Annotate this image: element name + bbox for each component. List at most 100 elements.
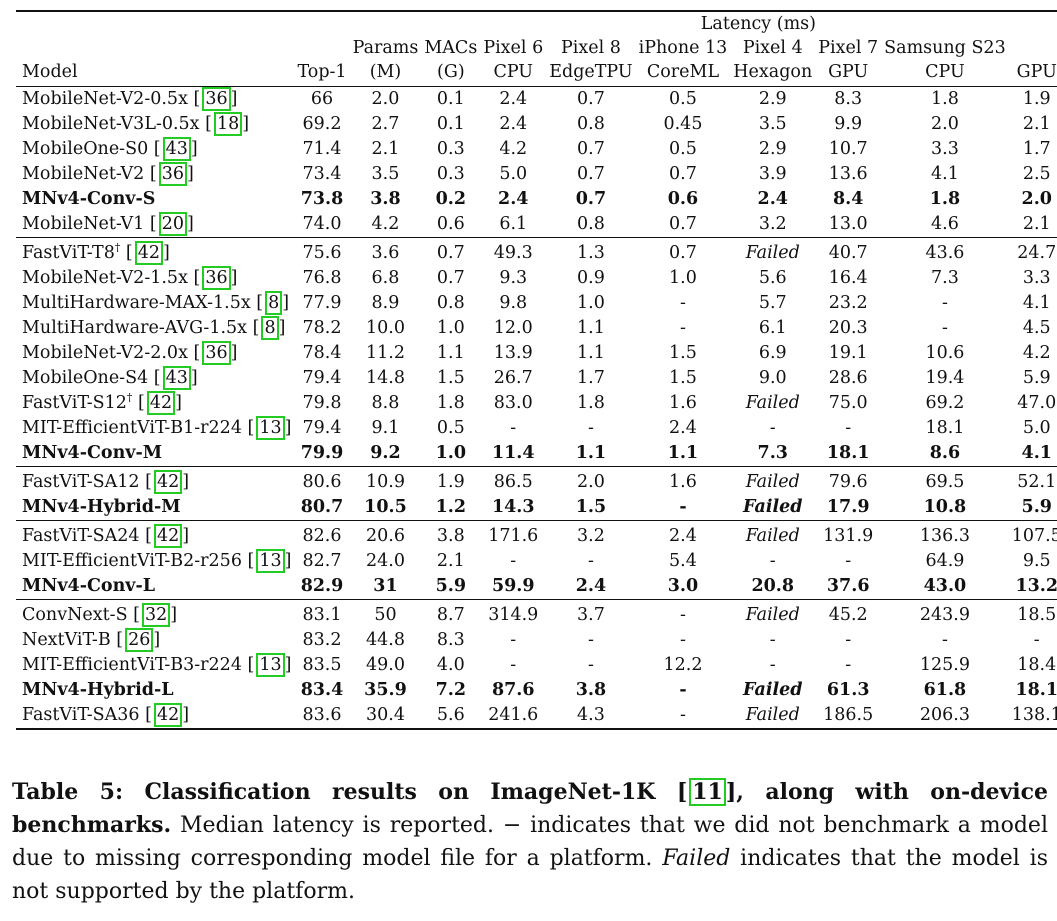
citation-link[interactable]: 36 bbox=[202, 341, 231, 365]
citation-link[interactable]: 32 bbox=[141, 603, 171, 627]
value-cell: 1.8 bbox=[931, 89, 959, 109]
value-cell: 3.8 bbox=[575, 680, 607, 700]
value-cell: 2.4 bbox=[635, 520, 731, 549]
value-cell: 1.1 bbox=[577, 318, 605, 338]
value-cell: 14.8 bbox=[365, 368, 405, 388]
value-cell: - bbox=[769, 655, 776, 675]
value-cell: 20.3 bbox=[828, 318, 868, 338]
citation-link[interactable]: 43 bbox=[162, 137, 191, 161]
value-cell: 76.8 bbox=[302, 268, 342, 288]
value-cell: 8.6 bbox=[929, 443, 961, 463]
citation-link[interactable]: 42 bbox=[146, 391, 176, 415]
header-cell: GPU bbox=[815, 60, 882, 87]
citation-link[interactable]: 42 bbox=[134, 241, 164, 265]
value-cell: 83.4 bbox=[300, 680, 344, 700]
value-cell: 3.8 bbox=[421, 520, 481, 549]
value-cell: 4.5 bbox=[1022, 318, 1051, 338]
value-cell: 0.6 bbox=[667, 189, 699, 209]
value-cell: 0.7 bbox=[577, 89, 605, 109]
value-cell: - bbox=[587, 551, 594, 571]
value-cell: 8.4 bbox=[832, 189, 864, 209]
value-cell: - bbox=[510, 418, 517, 438]
value-cell: 83.5 bbox=[302, 655, 342, 675]
value-cell: 2.9 bbox=[758, 139, 787, 159]
citation-link[interactable]: 26 bbox=[125, 628, 154, 652]
dagger-mark: † bbox=[126, 391, 133, 405]
table-row: MobileOne-S0 [43] 71.4 2.1 0.3 4.2 0.7 0.5 2.9 1… bbox=[16, 137, 1057, 162]
value-cell: 83.6 bbox=[294, 703, 350, 730]
value-cell: 73.8 bbox=[300, 189, 344, 209]
header-cell: CoreML bbox=[635, 60, 731, 87]
model-name-cell: MobileNet-V2-1.5x [36] bbox=[22, 266, 238, 290]
value-cell: 18.1 bbox=[925, 418, 965, 438]
value-cell: 83.0 bbox=[493, 393, 533, 413]
value-cell: 0.3 bbox=[436, 164, 465, 184]
citation-link[interactable]: 42 bbox=[153, 470, 183, 494]
value-cell: 3.8 bbox=[370, 189, 401, 209]
citation-link[interactable]: 13 bbox=[256, 653, 285, 677]
value-cell: 13.6 bbox=[828, 164, 868, 184]
value-cell: 0.1 bbox=[436, 114, 465, 134]
table-row: NextViT-B [26] 83.2 44.8 8.3 - - - - - - - bbox=[16, 628, 1057, 653]
value-cell: 18.4 bbox=[1017, 655, 1057, 675]
value-cell: - bbox=[635, 599, 731, 628]
value-cell: 2.4 bbox=[669, 418, 697, 438]
value-cell: 1.0 bbox=[669, 268, 697, 288]
citation-link[interactable]: 18 bbox=[213, 112, 243, 136]
model-name: MobileOne-S4 bbox=[22, 368, 149, 388]
citation-link[interactable]: 20 bbox=[158, 212, 187, 236]
value-cell: 23.2 bbox=[828, 293, 868, 313]
value-cell: 5.6 bbox=[758, 268, 787, 288]
citation-link[interactable]: 42 bbox=[153, 524, 183, 548]
value-cell: 1.1 bbox=[436, 343, 465, 363]
value-cell: 2.1 bbox=[371, 139, 400, 159]
value-cell: 2.4 bbox=[575, 576, 607, 596]
value-cell: 2.0 bbox=[546, 466, 636, 495]
model-name-cell: MobileOne-S4 [43] bbox=[22, 366, 198, 390]
table-row: MobileNet-V2-0.5x [36] 66 2.0 0.1 2.4 0.7 0.5 2… bbox=[16, 87, 1057, 113]
citation-link[interactable]: 42 bbox=[153, 703, 183, 727]
value-cell: 82.6 bbox=[294, 520, 350, 549]
citation-link[interactable]: 43 bbox=[162, 366, 191, 390]
citation-link[interactable]: 8 bbox=[265, 291, 283, 315]
value-cell: 8.3 bbox=[436, 630, 465, 650]
value-cell: 66 bbox=[310, 89, 334, 109]
value-cell: 61.8 bbox=[923, 680, 967, 700]
table-row: FastViT-SA24 [42] 82.6 20.6 3.8 171.6 3.2 2.4 F… bbox=[16, 520, 1057, 549]
value-cell: 5.0 bbox=[499, 164, 528, 184]
value-cell: 79.9 bbox=[300, 443, 344, 463]
citation-link[interactable]: 8 bbox=[261, 316, 279, 340]
value-cell: 0.8 bbox=[577, 114, 605, 134]
value-cell: - bbox=[845, 418, 852, 438]
table-row: FastViT-S12† [42] 79.8 8.8 1.8 83.0 1.8 1.6 Fai… bbox=[16, 391, 1057, 416]
value-cell: 0.7 bbox=[635, 237, 731, 266]
citation-link[interactable]: 36 bbox=[202, 266, 231, 290]
value-cell: Failed bbox=[730, 703, 816, 730]
value-cell: 87.6 bbox=[491, 680, 535, 700]
value-cell: 4.2 bbox=[499, 139, 528, 159]
value-cell: - bbox=[587, 630, 594, 650]
value-cell: 1.9 bbox=[1022, 89, 1051, 109]
value-cell: - bbox=[845, 630, 852, 650]
model-name-cell: MobileNet-V2-2.0x [36] bbox=[22, 341, 238, 365]
value-cell: 78.4 bbox=[302, 343, 342, 363]
value-cell: 80.7 bbox=[300, 497, 344, 517]
model-name: FastViT-SA24 bbox=[22, 526, 140, 546]
value-cell: 2.7 bbox=[371, 114, 400, 134]
caption-citation-link[interactable]: 11 bbox=[689, 778, 726, 806]
citation-link[interactable]: 36 bbox=[158, 162, 187, 186]
citation-link[interactable]: 36 bbox=[202, 87, 231, 111]
value-cell: 1.5 bbox=[436, 368, 465, 388]
citation-link[interactable]: 13 bbox=[256, 416, 285, 440]
value-cell: 0.9 bbox=[577, 268, 605, 288]
value-cell: 0.7 bbox=[421, 237, 481, 266]
value-cell: 1.8 bbox=[577, 393, 605, 413]
value-cell: 7.3 bbox=[931, 268, 959, 288]
table-row: MNv4-Conv-S 73.8 3.8 0.2 2.4 0.7 0.6 2.4 8.4 1.8 2… bbox=[16, 187, 1057, 212]
model-name: MIT-EfficientViT-B1-r224 bbox=[22, 418, 242, 438]
value-cell: 5.7 bbox=[758, 293, 787, 313]
citation-link[interactable]: 13 bbox=[256, 549, 285, 573]
value-cell: 5.0 bbox=[1022, 418, 1051, 438]
value-cell: 6.8 bbox=[371, 268, 400, 288]
value-cell: 3.5 bbox=[758, 114, 787, 134]
